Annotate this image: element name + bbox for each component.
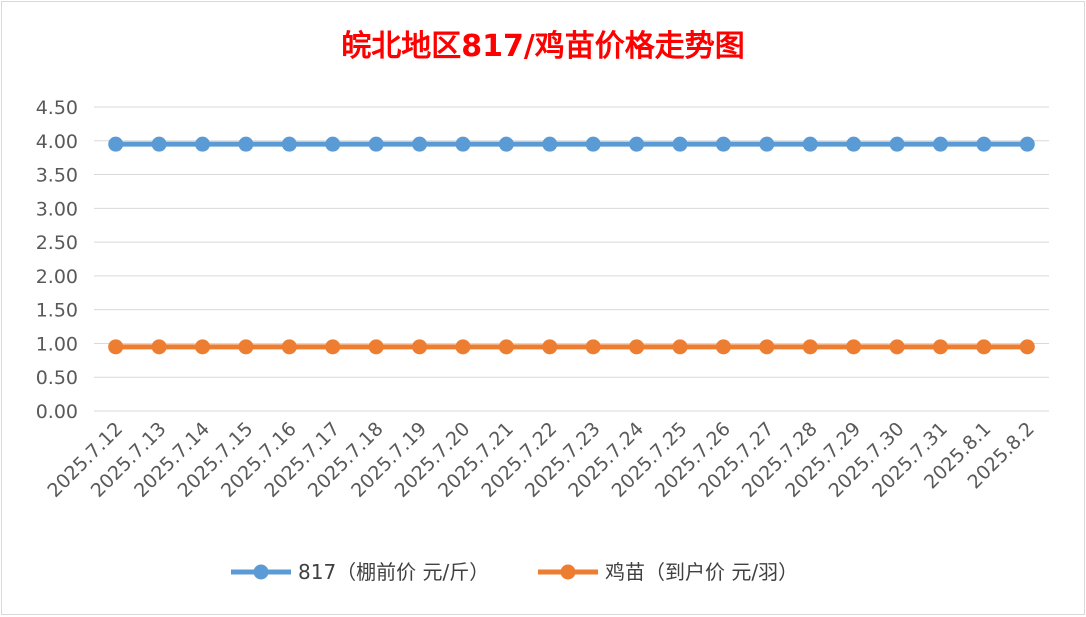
y-tick-label: 4.00 (36, 131, 78, 153)
data-point (976, 339, 992, 355)
data-point (542, 339, 558, 355)
data-point (368, 339, 384, 355)
data-point (195, 136, 211, 152)
y-tick-label: 2.50 (36, 232, 78, 254)
chart-title: 皖北地区817/鸡苗价格走势图 (341, 29, 745, 64)
data-point (151, 339, 167, 355)
data-point (585, 136, 601, 152)
legend-marker (253, 564, 269, 580)
data-point (412, 136, 428, 152)
data-point (1019, 339, 1035, 355)
data-point (932, 339, 948, 355)
data-point (672, 136, 688, 152)
y-tick-label: 4.50 (36, 97, 78, 119)
data-point (846, 339, 862, 355)
legend-item: 鸡苗（到户价 元/羽） (538, 560, 798, 584)
y-tick-label: 3.00 (36, 198, 78, 220)
data-point (108, 339, 124, 355)
data-point (846, 136, 862, 152)
legend-item: 817（棚前价 元/斤） (231, 560, 489, 584)
data-point (802, 136, 818, 152)
data-point (195, 339, 211, 355)
data-point (759, 339, 775, 355)
y-tick-label: 0.50 (36, 367, 78, 389)
data-point (715, 339, 731, 355)
data-point (368, 136, 384, 152)
series-1 (108, 136, 1035, 152)
legend-label: 817（棚前价 元/斤） (298, 560, 489, 584)
data-point (585, 339, 601, 355)
data-point (629, 339, 645, 355)
data-point (715, 136, 731, 152)
y-tick-label: 3.50 (36, 165, 78, 187)
data-point (498, 136, 514, 152)
data-point (889, 339, 905, 355)
data-point (672, 339, 688, 355)
data-point (889, 136, 905, 152)
data-point (238, 339, 254, 355)
data-point (325, 339, 341, 355)
y-tick-label: 2.00 (36, 266, 78, 288)
y-tick-label: 1.50 (36, 300, 78, 322)
data-point (151, 136, 167, 152)
data-point (325, 136, 341, 152)
data-point (802, 339, 818, 355)
data-point (281, 136, 297, 152)
data-point (976, 136, 992, 152)
data-point (455, 136, 471, 152)
legend-marker (560, 564, 576, 580)
data-point (238, 136, 254, 152)
legend-label: 鸡苗（到户价 元/羽） (605, 560, 798, 584)
data-point (759, 136, 775, 152)
data-point (281, 339, 297, 355)
data-point (412, 339, 428, 355)
data-point (932, 136, 948, 152)
data-point (542, 136, 558, 152)
series-2 (108, 339, 1035, 355)
data-point (629, 136, 645, 152)
data-point (498, 339, 514, 355)
y-tick-label: 0.00 (36, 401, 78, 423)
data-point (108, 136, 124, 152)
data-point (1019, 136, 1035, 152)
y-tick-label: 1.00 (36, 333, 78, 355)
data-point (455, 339, 471, 355)
